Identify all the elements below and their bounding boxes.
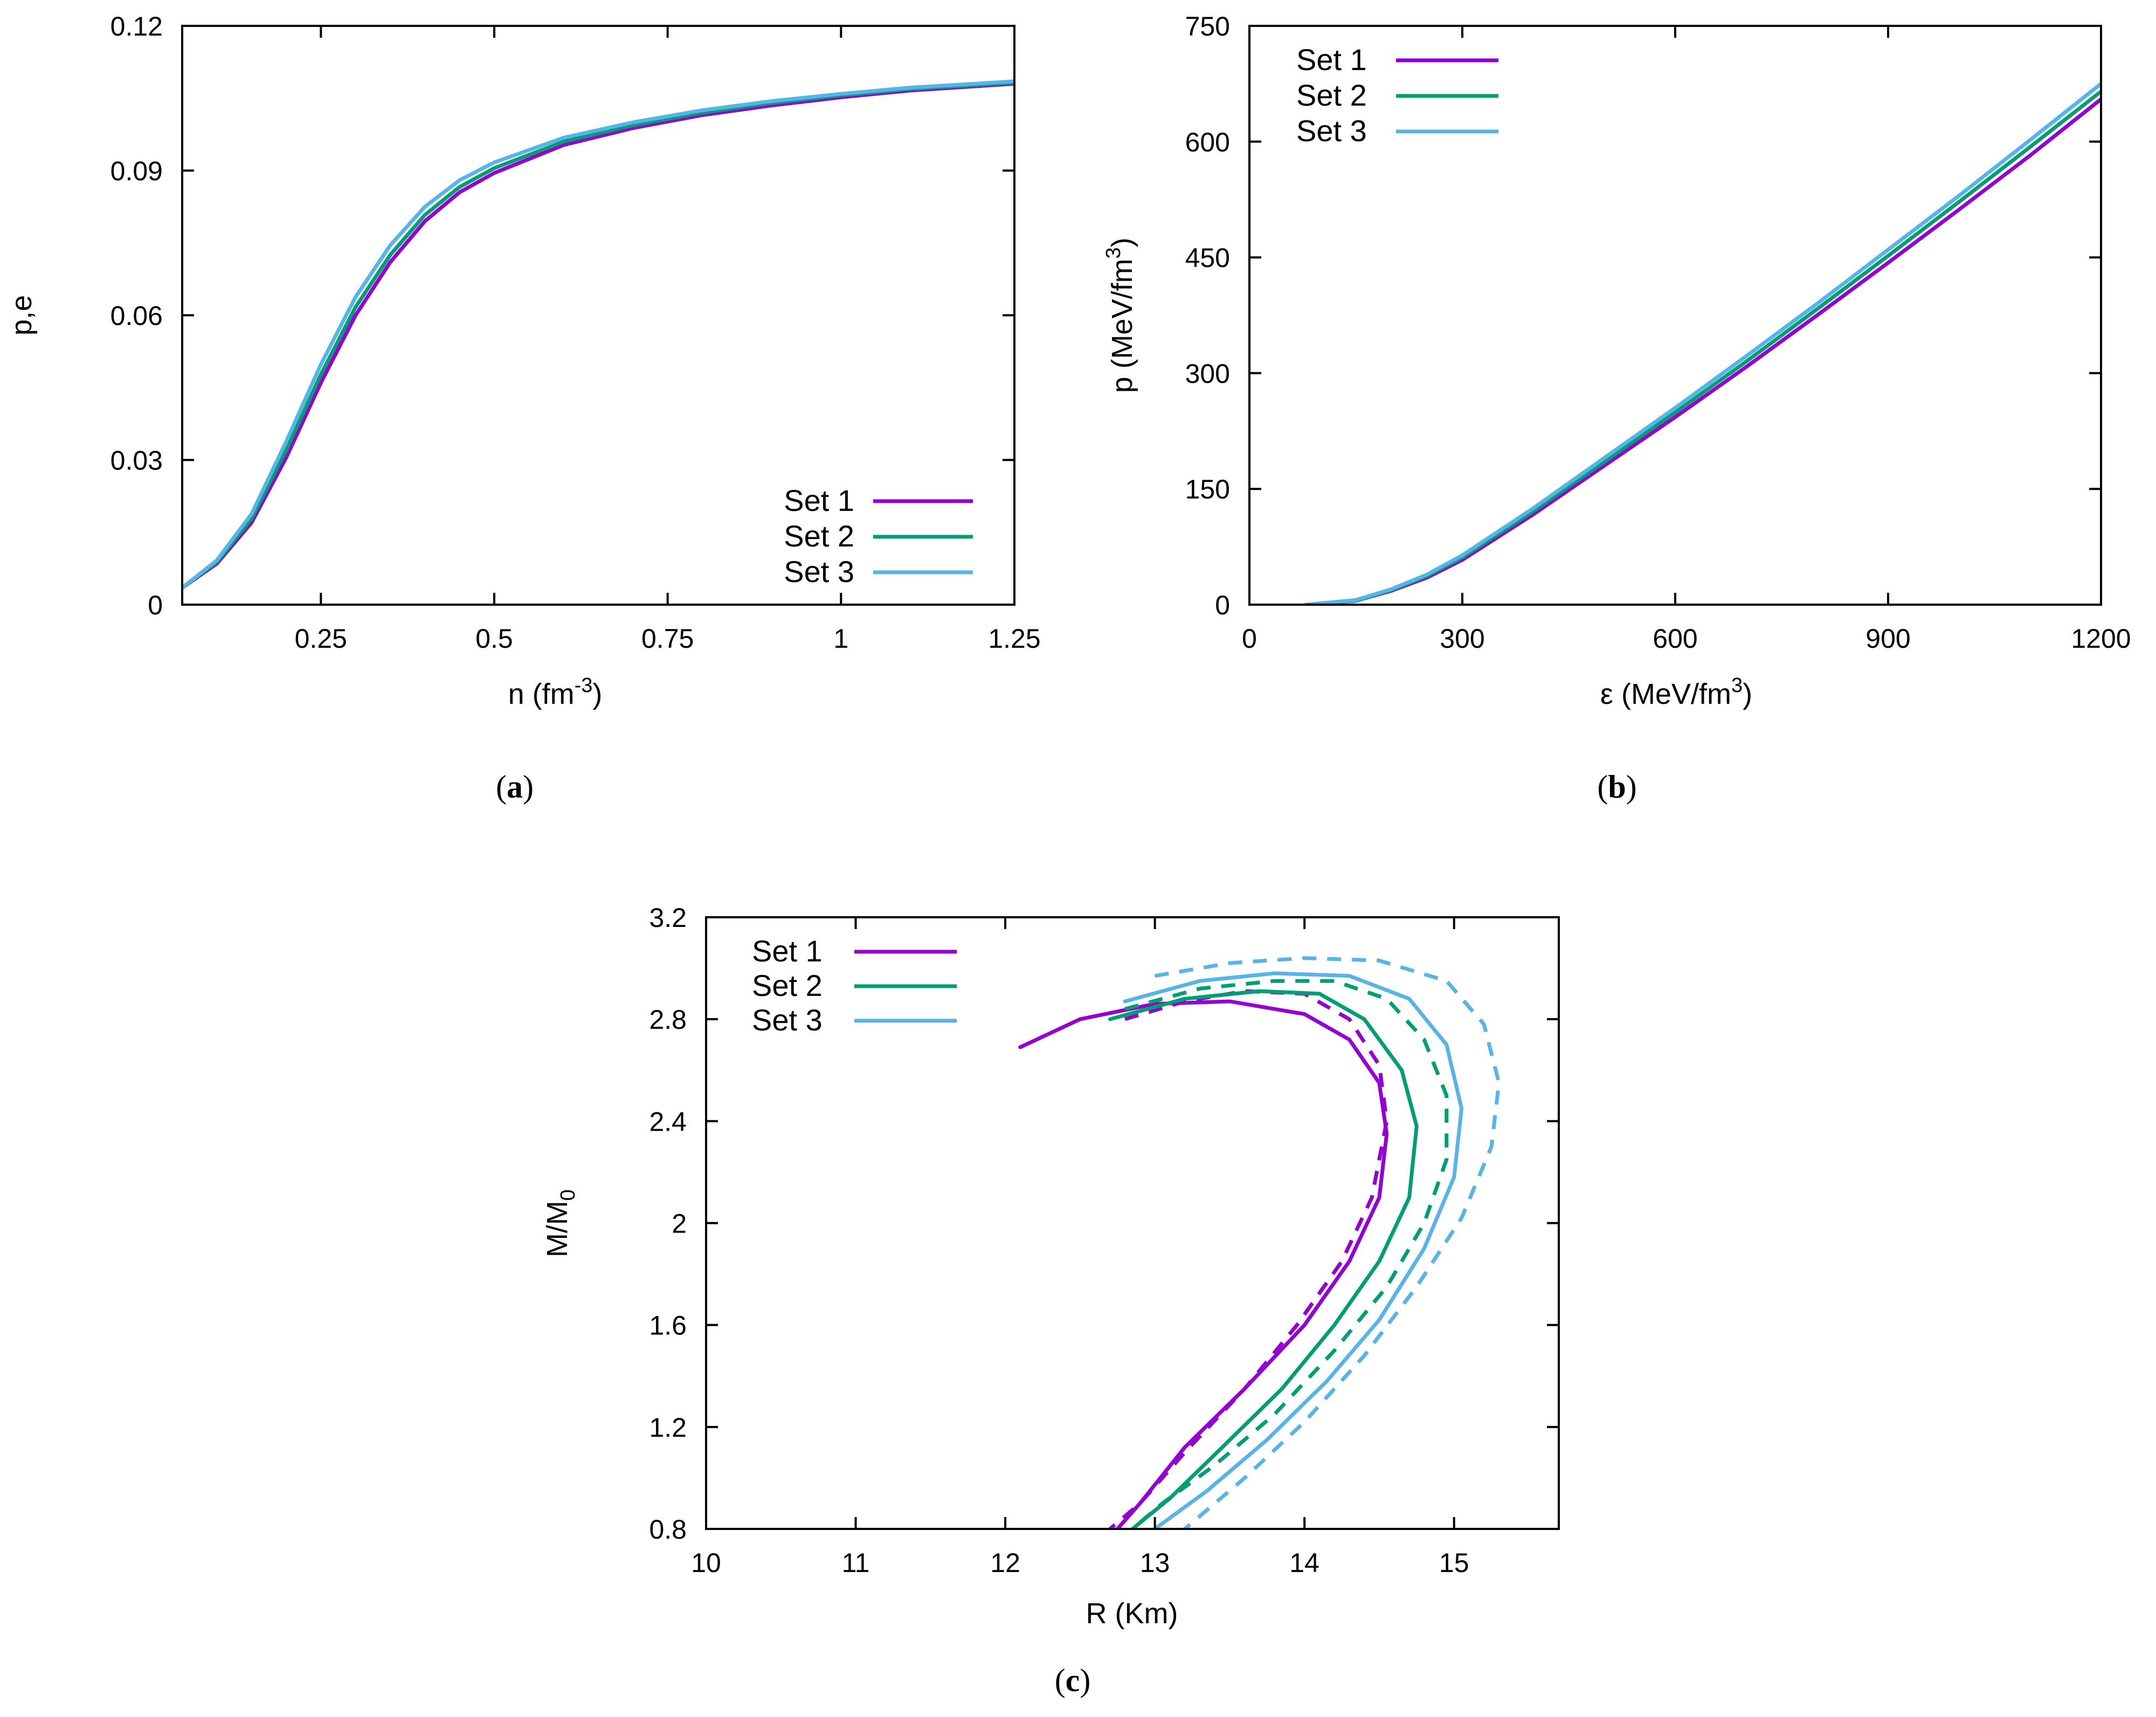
series-set-2-line	[182, 81, 1014, 590]
y-tick-label: 150	[1185, 474, 1230, 504]
x-tick-label: 12	[990, 1548, 1020, 1578]
legend-label: Set 3	[1296, 114, 1367, 148]
y-axis-label-group: M/M0	[541, 1189, 579, 1257]
y-tick-label: 1.2	[649, 1413, 687, 1443]
series-set-2-line	[1108, 989, 1419, 1529]
panel-label: (c)	[1055, 1663, 1091, 1698]
y-tick-label: 0	[148, 590, 163, 620]
chart-b: 0 300 600 900 1200 0 150 300 450 600 750 ε (MeV/fm3…	[1102, 11, 2131, 805]
y-tick-label: 0.09	[110, 156, 163, 186]
panel-label: (a)	[496, 769, 534, 805]
x-tick-label: 300	[1440, 624, 1484, 654]
legend-label: Set 3	[784, 555, 854, 589]
y-axis-label: p,e	[5, 295, 38, 335]
y-tick-label: 1.6	[649, 1311, 687, 1341]
legend-label: Set 3	[752, 1003, 823, 1037]
legend-label: Set 2	[1296, 78, 1367, 112]
chart-a: 0.25 0.5 0.75 1 1.25 0 0.03 0.06 0.09 0.12 n (fm-3…	[5, 11, 1041, 805]
x-tick-label: 1200	[2071, 624, 2131, 654]
y-axis-label-group: p,e	[5, 295, 38, 335]
legend-label: Set 1	[752, 934, 823, 968]
legend-label: Set 1	[1296, 43, 1367, 77]
plot-frame	[1248, 25, 2102, 606]
x-tick-label: 0.25	[295, 624, 347, 654]
series-set-2-dashed-line	[1124, 979, 1449, 1529]
x-tick-label: 13	[1140, 1548, 1170, 1578]
legend-label: Set 1	[784, 483, 854, 517]
x-tick-label: 0	[1242, 624, 1257, 654]
plot-frame	[181, 25, 1015, 606]
y-tick-label: 750	[1185, 11, 1230, 41]
y-tick-label: 300	[1185, 358, 1230, 389]
series-set-2-line	[1304, 89, 2101, 605]
x-axis-label: R (Km)	[1086, 1597, 1178, 1630]
x-tick-label: 11	[842, 1548, 870, 1578]
x-tick-label: 14	[1289, 1548, 1319, 1578]
x-tick-label: 1	[833, 624, 848, 654]
series-set-3-dashed-line	[1155, 956, 1501, 1529]
series-set-3-line	[182, 79, 1014, 590]
x-tick-label: 1.25	[988, 624, 1040, 654]
x-axis-label: n (fm-3)	[508, 674, 603, 710]
series-set-1-dashed-line	[1109, 989, 1389, 1529]
x-tick-label: 900	[1865, 624, 1910, 654]
y-tick-label: 0.8	[649, 1514, 687, 1545]
y-axis-label: M/M0	[541, 1189, 579, 1257]
y-tick-label: 0	[1215, 590, 1230, 620]
x-axis-label: ε (MeV/fm3)	[1600, 674, 1752, 710]
y-tick-label: 600	[1185, 127, 1230, 157]
y-tick-label: 0.12	[110, 11, 163, 41]
y-tick-label: 450	[1185, 243, 1230, 273]
y-tick-label: 2.8	[649, 1005, 687, 1035]
x-tick-label: 10	[691, 1548, 721, 1578]
x-tick-label: 0.5	[475, 624, 513, 654]
y-axis-label-group: p (MeV/fm3)	[1102, 238, 1138, 393]
y-axis-label: p (MeV/fm3)	[1102, 238, 1138, 393]
y-tick-label: 3.2	[649, 903, 687, 933]
panel-label: (b)	[1597, 769, 1636, 805]
y-tick-label: 2	[672, 1209, 687, 1239]
x-tick-label: 600	[1653, 624, 1697, 654]
y-tick-label: 0.06	[110, 301, 163, 331]
y-tick-label: 2.4	[649, 1106, 687, 1137]
series-set-3-line	[1123, 971, 1464, 1529]
legend-label: Set 2	[752, 968, 823, 1002]
chart-c: 10 11 12 13 14 15 0.8 1.2 1.6 2 2.4 2.8 3.2 R (Km) M/M…	[541, 903, 1560, 1698]
series-set-3-line	[1304, 81, 2101, 605]
legend-label: Set 2	[784, 519, 854, 553]
series-set-1-line	[1304, 97, 2101, 605]
series-set-1-line	[1018, 999, 1389, 1529]
series-set-1-line	[182, 81, 1014, 590]
y-tick-label: 0.03	[110, 446, 163, 476]
x-tick-label: 0.75	[641, 624, 694, 654]
x-tick-label: 15	[1439, 1548, 1469, 1578]
